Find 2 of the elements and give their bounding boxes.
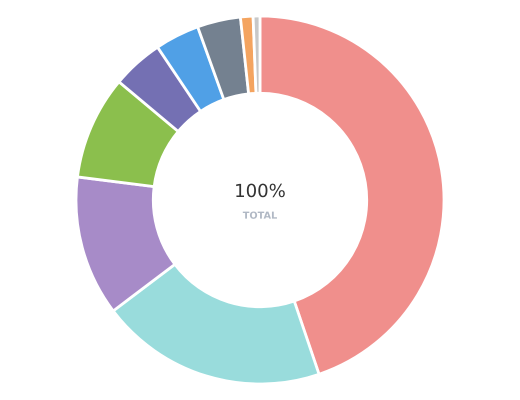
text: TOTAL	[242, 211, 277, 219]
text: 100%	[236, 184, 285, 198]
